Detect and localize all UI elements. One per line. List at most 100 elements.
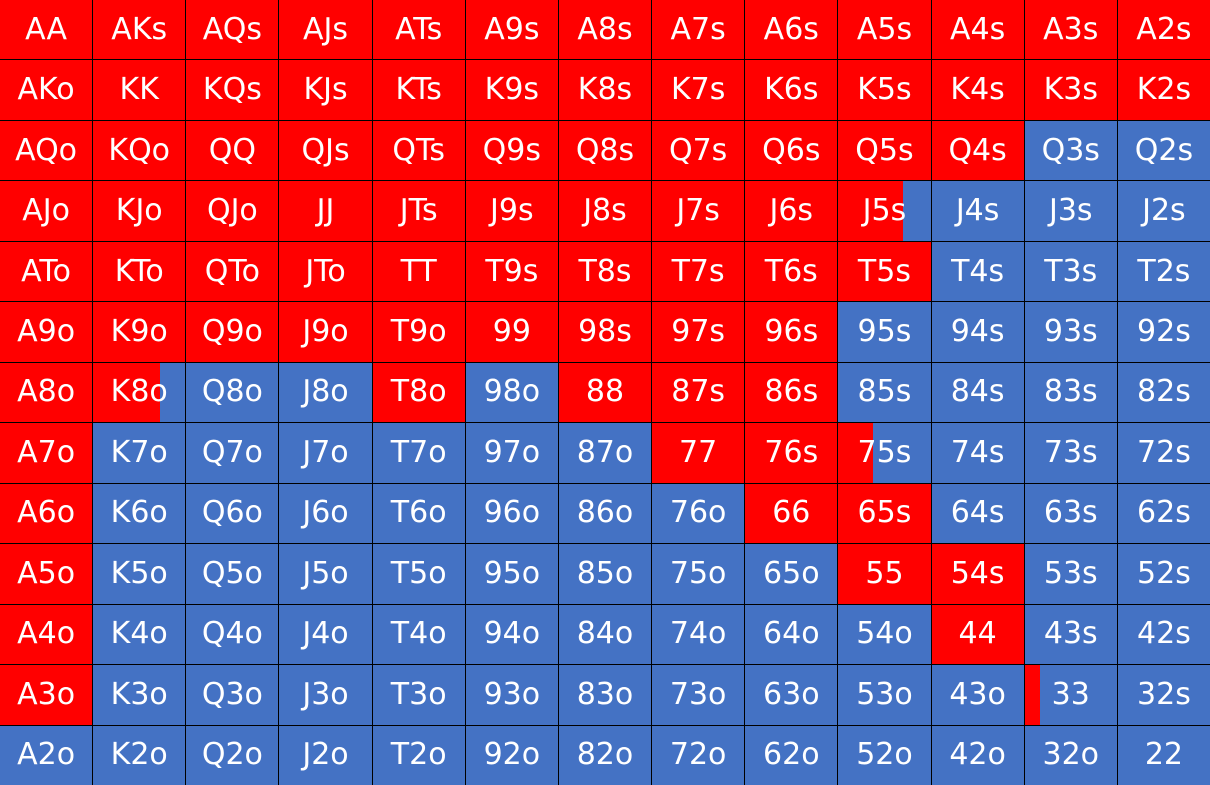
hand-cell-63s: 63s <box>1024 483 1117 544</box>
hand-label: A9o <box>17 314 76 350</box>
hand-label: 83o <box>576 676 634 712</box>
hand-label: 74o <box>669 616 727 652</box>
hand-label: KK <box>119 72 159 108</box>
hand-label: 54s <box>950 555 1005 591</box>
hand-cell-75o: 75o <box>652 544 745 604</box>
hand-cell-76o: 76o <box>652 483 745 544</box>
raise-fill <box>1024 665 1041 725</box>
hand-label: K2s <box>1136 72 1192 108</box>
raise-fill <box>745 120 838 181</box>
hand-cell-AJs: AJs <box>279 0 372 60</box>
hand-cell-64o: 64o <box>745 604 838 665</box>
raise-fill <box>279 120 372 181</box>
raise-fill <box>186 60 279 120</box>
hand-cell-95s: 95s <box>838 302 931 362</box>
hand-label: 75o <box>669 555 727 591</box>
hand-cell-A5o: A5o <box>0 544 93 604</box>
hand-cell-Q7o: Q7o <box>186 423 279 483</box>
hand-cell-A7s: A7s <box>652 0 745 60</box>
raise-fill <box>372 120 465 181</box>
hand-label: K7o <box>110 434 168 470</box>
hand-label: Q2o <box>201 737 263 773</box>
hand-label: 63o <box>763 676 820 712</box>
hand-label: T5o <box>390 555 447 591</box>
hand-label: J7o <box>302 434 349 470</box>
hand-label: A6o <box>17 495 76 531</box>
hand-label: A2s <box>1136 11 1192 47</box>
hand-label: QJo <box>206 193 258 229</box>
hand-label: Q2s <box>1134 132 1194 168</box>
hand-label: 32o <box>1042 737 1100 773</box>
raise-fill <box>186 302 279 362</box>
hand-label: K6s <box>764 72 819 108</box>
hand-cell-J5s: J5s <box>838 181 931 241</box>
hand-cell-K8s: K8s <box>558 60 652 120</box>
hand-label: 84s <box>950 374 1005 410</box>
hand-label: 73s <box>1043 434 1098 470</box>
hand-cell-KTs: KTs <box>372 60 465 120</box>
hand-cell-64s: 64s <box>931 483 1024 544</box>
hand-cell-T3s: T3s <box>1024 241 1117 302</box>
hand-cell-A2s: A2s <box>1117 0 1210 60</box>
hand-label: 44 <box>958 616 997 652</box>
raise-fill <box>745 423 838 483</box>
hand-label: 92o <box>483 737 541 773</box>
hand-cell-72o: 72o <box>652 725 745 785</box>
hand-label: K5o <box>110 555 168 591</box>
hand-cell-87s: 87s <box>652 362 745 423</box>
raise-fill <box>372 302 465 362</box>
hand-label: 64s <box>950 495 1005 531</box>
hand-label: 95s <box>857 314 912 350</box>
hand-cell-75s: 75s <box>838 423 931 483</box>
hand-cell-44: 44 <box>931 604 1024 665</box>
hand-cell-98o: 98o <box>465 362 558 423</box>
hand-cell-Q4o: Q4o <box>186 604 279 665</box>
hand-cell-K5o: K5o <box>93 544 186 604</box>
hand-cell-Q8s: Q8s <box>558 120 652 181</box>
hand-cell-52o: 52o <box>838 725 931 785</box>
hand-label: 66 <box>772 495 811 531</box>
hand-cell-92o: 92o <box>465 725 558 785</box>
hand-cell-Q9o: Q9o <box>186 302 279 362</box>
hand-cell-J2o: J2o <box>279 725 372 785</box>
hand-cell-TT: TT <box>372 241 465 302</box>
hand-cell-K8o: K8o <box>93 362 186 423</box>
hand-cell-K5s: K5s <box>838 60 931 120</box>
hand-cell-97s: 97s <box>652 302 745 362</box>
raise-fill <box>93 0 186 60</box>
hand-label: 64o <box>763 616 820 652</box>
hand-cell-J6s: J6s <box>745 181 838 241</box>
hand-cell-93o: 93o <box>465 665 558 725</box>
raise-fill <box>0 423 93 483</box>
hand-label: 93s <box>1043 314 1098 350</box>
hand-cell-KJs: KJs <box>279 60 372 120</box>
hand-label: AJo <box>22 193 70 229</box>
hand-cell-J4o: J4o <box>279 604 372 665</box>
hand-label: 96s <box>764 314 819 350</box>
hand-cell-T7o: T7o <box>372 423 465 483</box>
hand-cell-AKs: AKs <box>93 0 186 60</box>
hand-cell-74o: 74o <box>652 604 745 665</box>
hand-label: 97s <box>671 314 726 350</box>
raise-fill <box>279 241 372 302</box>
raise-fill <box>745 181 838 241</box>
raise-fill <box>0 604 93 665</box>
hand-cell-96o: 96o <box>465 483 558 544</box>
hand-cell-54s: 54s <box>931 544 1024 604</box>
hand-label: 85o <box>576 555 634 591</box>
raise-fill <box>838 241 931 302</box>
hand-cell-63o: 63o <box>745 665 838 725</box>
raise-fill <box>0 181 93 241</box>
raise-fill <box>186 120 279 181</box>
hand-cell-73o: 73o <box>652 665 745 725</box>
hand-label: T5s <box>857 253 911 289</box>
hand-label: Q9o <box>201 314 263 350</box>
hand-label: QTo <box>204 253 260 289</box>
hand-cell-Q9s: Q9s <box>465 120 558 181</box>
hand-cell-85s: 85s <box>838 362 931 423</box>
hand-label: Q8o <box>201 374 263 410</box>
hand-cell-43s: 43s <box>1024 604 1117 665</box>
hand-cell-Q5o: Q5o <box>186 544 279 604</box>
raise-fill <box>931 0 1024 60</box>
